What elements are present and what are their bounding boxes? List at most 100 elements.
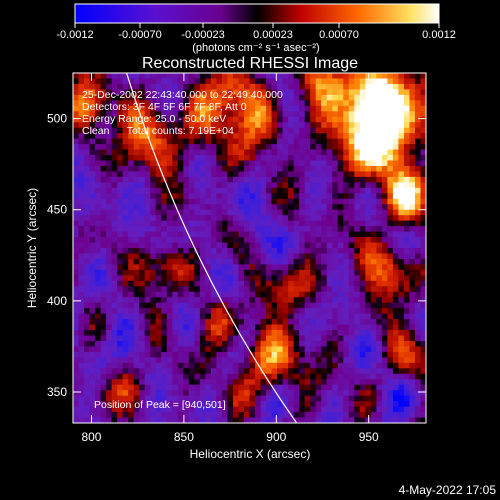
heatmap-cell — [266, 324, 273, 331]
heatmap-cell — [106, 198, 113, 205]
heatmap-cell — [420, 193, 426, 200]
heatmap-cell — [299, 89, 306, 96]
heatmap-cell — [128, 291, 135, 298]
heatmap-cell — [139, 171, 146, 178]
heatmap-cell — [343, 237, 350, 244]
heatmap-cell — [106, 220, 113, 227]
heatmap-cell — [183, 204, 190, 211]
heatmap-cell — [205, 94, 212, 101]
heatmap-cell — [321, 390, 328, 397]
heatmap-cell — [376, 215, 383, 222]
heatmap-cell — [332, 160, 339, 167]
heatmap-cell — [161, 105, 168, 112]
heatmap-cell — [150, 275, 157, 282]
heatmap-cell — [387, 253, 394, 260]
heatmap-cell — [100, 308, 107, 315]
heatmap-cell — [315, 165, 322, 173]
heatmap-cell — [255, 340, 262, 348]
heatmap-cell — [277, 302, 284, 309]
heatmap-cell — [106, 237, 113, 244]
heatmap-cell — [414, 111, 422, 118]
heatmap-cell — [150, 73, 157, 80]
heatmap-cell — [199, 417, 206, 423]
heatmap-cell — [183, 89, 190, 96]
heatmap-cell — [359, 368, 366, 375]
heatmap-cell — [117, 308, 124, 315]
heatmap-cell — [122, 133, 129, 140]
heatmap-cell — [78, 78, 85, 85]
heatmap-cell — [89, 401, 96, 408]
heatmap-cell — [288, 280, 295, 287]
heatmap-cell — [84, 384, 91, 391]
heatmap-cell — [73, 373, 80, 380]
heatmap-cell — [398, 237, 405, 244]
heatmap-cell — [238, 127, 245, 134]
heatmap-cell — [392, 330, 400, 337]
heatmap-cell — [78, 160, 85, 167]
heatmap-cell — [249, 226, 256, 233]
heatmap-cell — [84, 209, 91, 216]
heatmap-cell — [337, 73, 344, 80]
heatmap-cell — [288, 116, 295, 123]
heatmap-cell — [172, 226, 179, 233]
heatmap-cell — [310, 138, 317, 145]
heatmap-cell — [304, 286, 311, 293]
heatmap-cell — [188, 340, 195, 348]
heatmap-cell — [392, 83, 400, 91]
heatmap-cell — [271, 105, 278, 112]
heatmap-cell — [243, 291, 251, 298]
heatmap-cell — [381, 122, 388, 129]
heatmap-cell — [183, 100, 190, 107]
heatmap-cell — [205, 258, 212, 266]
heatmap-cell — [128, 242, 135, 249]
heatmap-cell — [354, 264, 361, 271]
heatmap-cell — [414, 198, 422, 205]
heatmap-cell — [392, 116, 400, 123]
heatmap-cell — [299, 83, 306, 91]
heatmap-cell — [392, 280, 400, 287]
heatmap-cell — [150, 390, 157, 397]
heatmap-cell — [398, 138, 405, 145]
heatmap-cell — [139, 127, 146, 134]
heatmap-cell — [133, 111, 140, 118]
heatmap-cell — [133, 220, 140, 227]
heatmap-cell — [414, 204, 422, 211]
heatmap-cell — [227, 78, 234, 85]
heatmap-cell — [205, 269, 212, 276]
heatmap-cell — [205, 160, 212, 167]
heatmap-cell — [117, 351, 124, 358]
heatmap-cell — [277, 111, 284, 118]
heatmap-cell — [282, 258, 289, 266]
heatmap-cell — [343, 302, 350, 309]
heatmap-cell — [409, 111, 416, 118]
heatmap-cell — [326, 417, 333, 423]
heatmap-cell — [133, 105, 140, 112]
heatmap-cell — [89, 133, 96, 140]
heatmap-cell — [249, 302, 256, 309]
heatmap-cell — [420, 335, 426, 342]
heatmap-cell — [299, 215, 306, 222]
heatmap-cell — [95, 127, 102, 134]
heatmap-cell — [414, 302, 422, 309]
heatmap-cell — [84, 368, 91, 375]
heatmap-cell — [133, 286, 140, 293]
heatmap-cell — [403, 351, 411, 358]
heatmap-cell — [304, 94, 311, 101]
heatmap-cell — [238, 198, 245, 205]
heatmap-cell — [183, 209, 190, 216]
heatmap-cell — [359, 286, 366, 293]
heatmap-cell — [260, 384, 267, 391]
heatmap-cell — [221, 362, 229, 369]
heatmap-cell — [315, 122, 322, 129]
heatmap-cell — [221, 231, 229, 238]
heatmap-cell — [343, 231, 350, 238]
heatmap-cell — [216, 390, 223, 397]
heatmap-cell — [315, 324, 322, 331]
heatmap-cell — [155, 406, 162, 413]
heatmap-cell — [398, 248, 405, 255]
heatmap-cell — [387, 149, 394, 156]
heatmap-cell — [359, 198, 366, 205]
heatmap-cell — [161, 73, 168, 80]
heatmap-cell — [348, 286, 355, 293]
heatmap-cell — [260, 226, 267, 233]
